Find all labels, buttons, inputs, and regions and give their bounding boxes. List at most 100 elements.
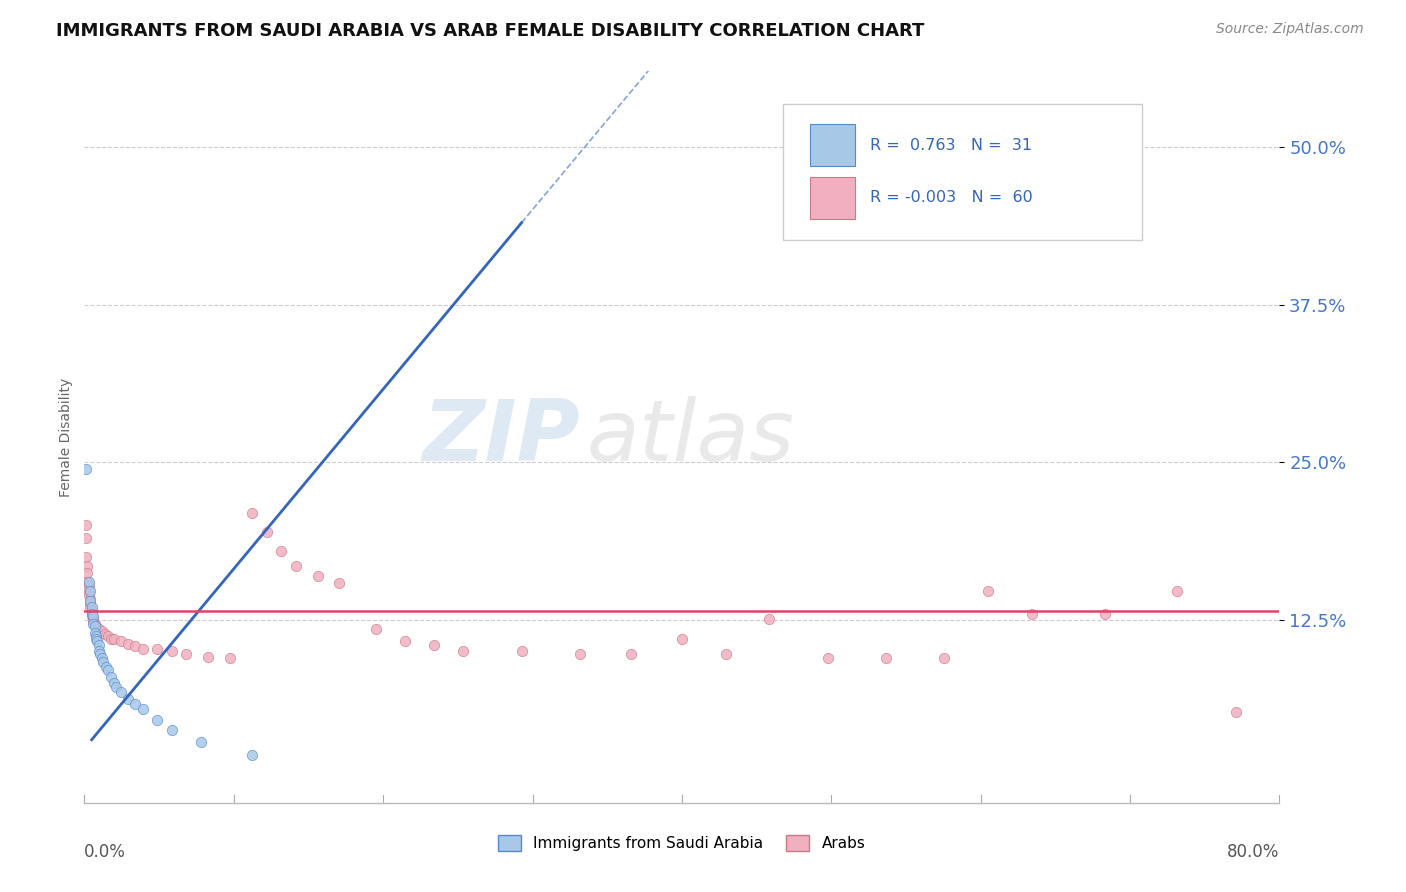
Point (817, 650, 839, 665)
Point (568, 647, 591, 661)
Point (84, 619, 107, 633)
Point (671, 632, 693, 646)
Point (1225, 705, 1247, 719)
Point (84, 632, 107, 646)
Point (91, 655, 114, 669)
Point (97, 629, 120, 643)
Point (176, 647, 198, 661)
Text: R =  0.763   N =  31: R = 0.763 N = 31 (869, 137, 1032, 153)
Point (79, 594, 101, 608)
Point (80, 607, 103, 621)
Point (124, 698, 146, 712)
Point (87, 622, 110, 636)
Text: 80.0%: 80.0% (1227, 843, 1279, 861)
Point (90, 650, 112, 665)
Point (76, 575, 98, 590)
Point (328, 576, 350, 591)
Text: R = -0.003   N =  60: R = -0.003 N = 60 (869, 190, 1032, 205)
Point (82, 609, 104, 624)
Point (77, 583, 100, 598)
Point (80, 604, 103, 618)
Point (80, 607, 103, 621)
Point (80, 609, 103, 624)
Point (1094, 607, 1116, 621)
Point (89, 647, 111, 661)
Point (77, 579, 100, 593)
Point (84, 629, 107, 643)
Point (977, 583, 1000, 598)
Point (96, 659, 118, 673)
Point (131, 702, 153, 716)
Text: Source: ZipAtlas.com: Source: ZipAtlas.com (1216, 22, 1364, 37)
Text: atlas: atlas (586, 395, 794, 479)
Point (714, 647, 737, 661)
Text: IMMIGRANTS FROM SAUDI ARABIA VS ARAB FEMALE DISABILITY CORRELATION CHART: IMMIGRANTS FROM SAUDI ARABIA VS ARAB FEM… (56, 22, 925, 40)
Point (103, 676, 125, 690)
Y-axis label: Female Disability: Female Disability (59, 377, 73, 497)
Point (75, 531, 97, 545)
Point (103, 632, 125, 646)
Point (240, 747, 263, 762)
Point (75, 549, 97, 564)
Point (453, 644, 475, 658)
Point (87, 638, 110, 652)
Point (90, 624, 112, 639)
Point (124, 640, 146, 654)
Point (620, 647, 643, 661)
Point (146, 642, 169, 657)
Point (934, 650, 956, 665)
Point (394, 634, 416, 648)
Point (87, 644, 110, 658)
Text: 0.0%: 0.0% (84, 843, 127, 861)
Point (510, 644, 533, 658)
Point (160, 644, 183, 658)
Point (75, 461, 97, 475)
Point (131, 642, 153, 657)
Point (82, 614, 104, 628)
Point (80, 600, 103, 615)
Point (197, 649, 219, 664)
Point (256, 524, 278, 539)
Point (86, 634, 108, 648)
Point (83, 616, 105, 631)
Point (364, 622, 387, 636)
Point (758, 612, 780, 626)
Point (875, 650, 897, 665)
Point (110, 685, 132, 699)
Point (307, 569, 329, 583)
Point (79, 583, 101, 598)
Point (105, 680, 128, 694)
Point (82, 616, 104, 631)
Point (94, 627, 117, 641)
Point (83, 619, 105, 633)
Point (76, 558, 98, 573)
Text: ZIP: ZIP (423, 395, 581, 479)
Point (190, 735, 212, 749)
Point (77, 575, 100, 590)
Point (117, 692, 139, 706)
Point (100, 670, 122, 684)
Point (79, 597, 101, 611)
Point (1021, 607, 1043, 621)
Point (79, 591, 101, 606)
Point (284, 558, 307, 573)
Point (79, 600, 101, 615)
Point (240, 506, 263, 520)
FancyBboxPatch shape (783, 104, 1142, 240)
Point (83, 625, 105, 640)
FancyBboxPatch shape (810, 177, 855, 219)
Point (75, 518, 97, 533)
Point (270, 543, 292, 558)
FancyBboxPatch shape (810, 124, 855, 167)
Point (219, 650, 242, 665)
Point (110, 634, 132, 648)
Point (423, 638, 446, 652)
Point (1166, 583, 1188, 598)
Point (117, 637, 139, 651)
Point (76, 566, 98, 581)
Point (146, 713, 169, 727)
Point (77, 588, 100, 602)
Point (100, 632, 122, 646)
Legend: Immigrants from Saudi Arabia, Arabs: Immigrants from Saudi Arabia, Arabs (492, 830, 872, 857)
Point (97, 664, 120, 678)
